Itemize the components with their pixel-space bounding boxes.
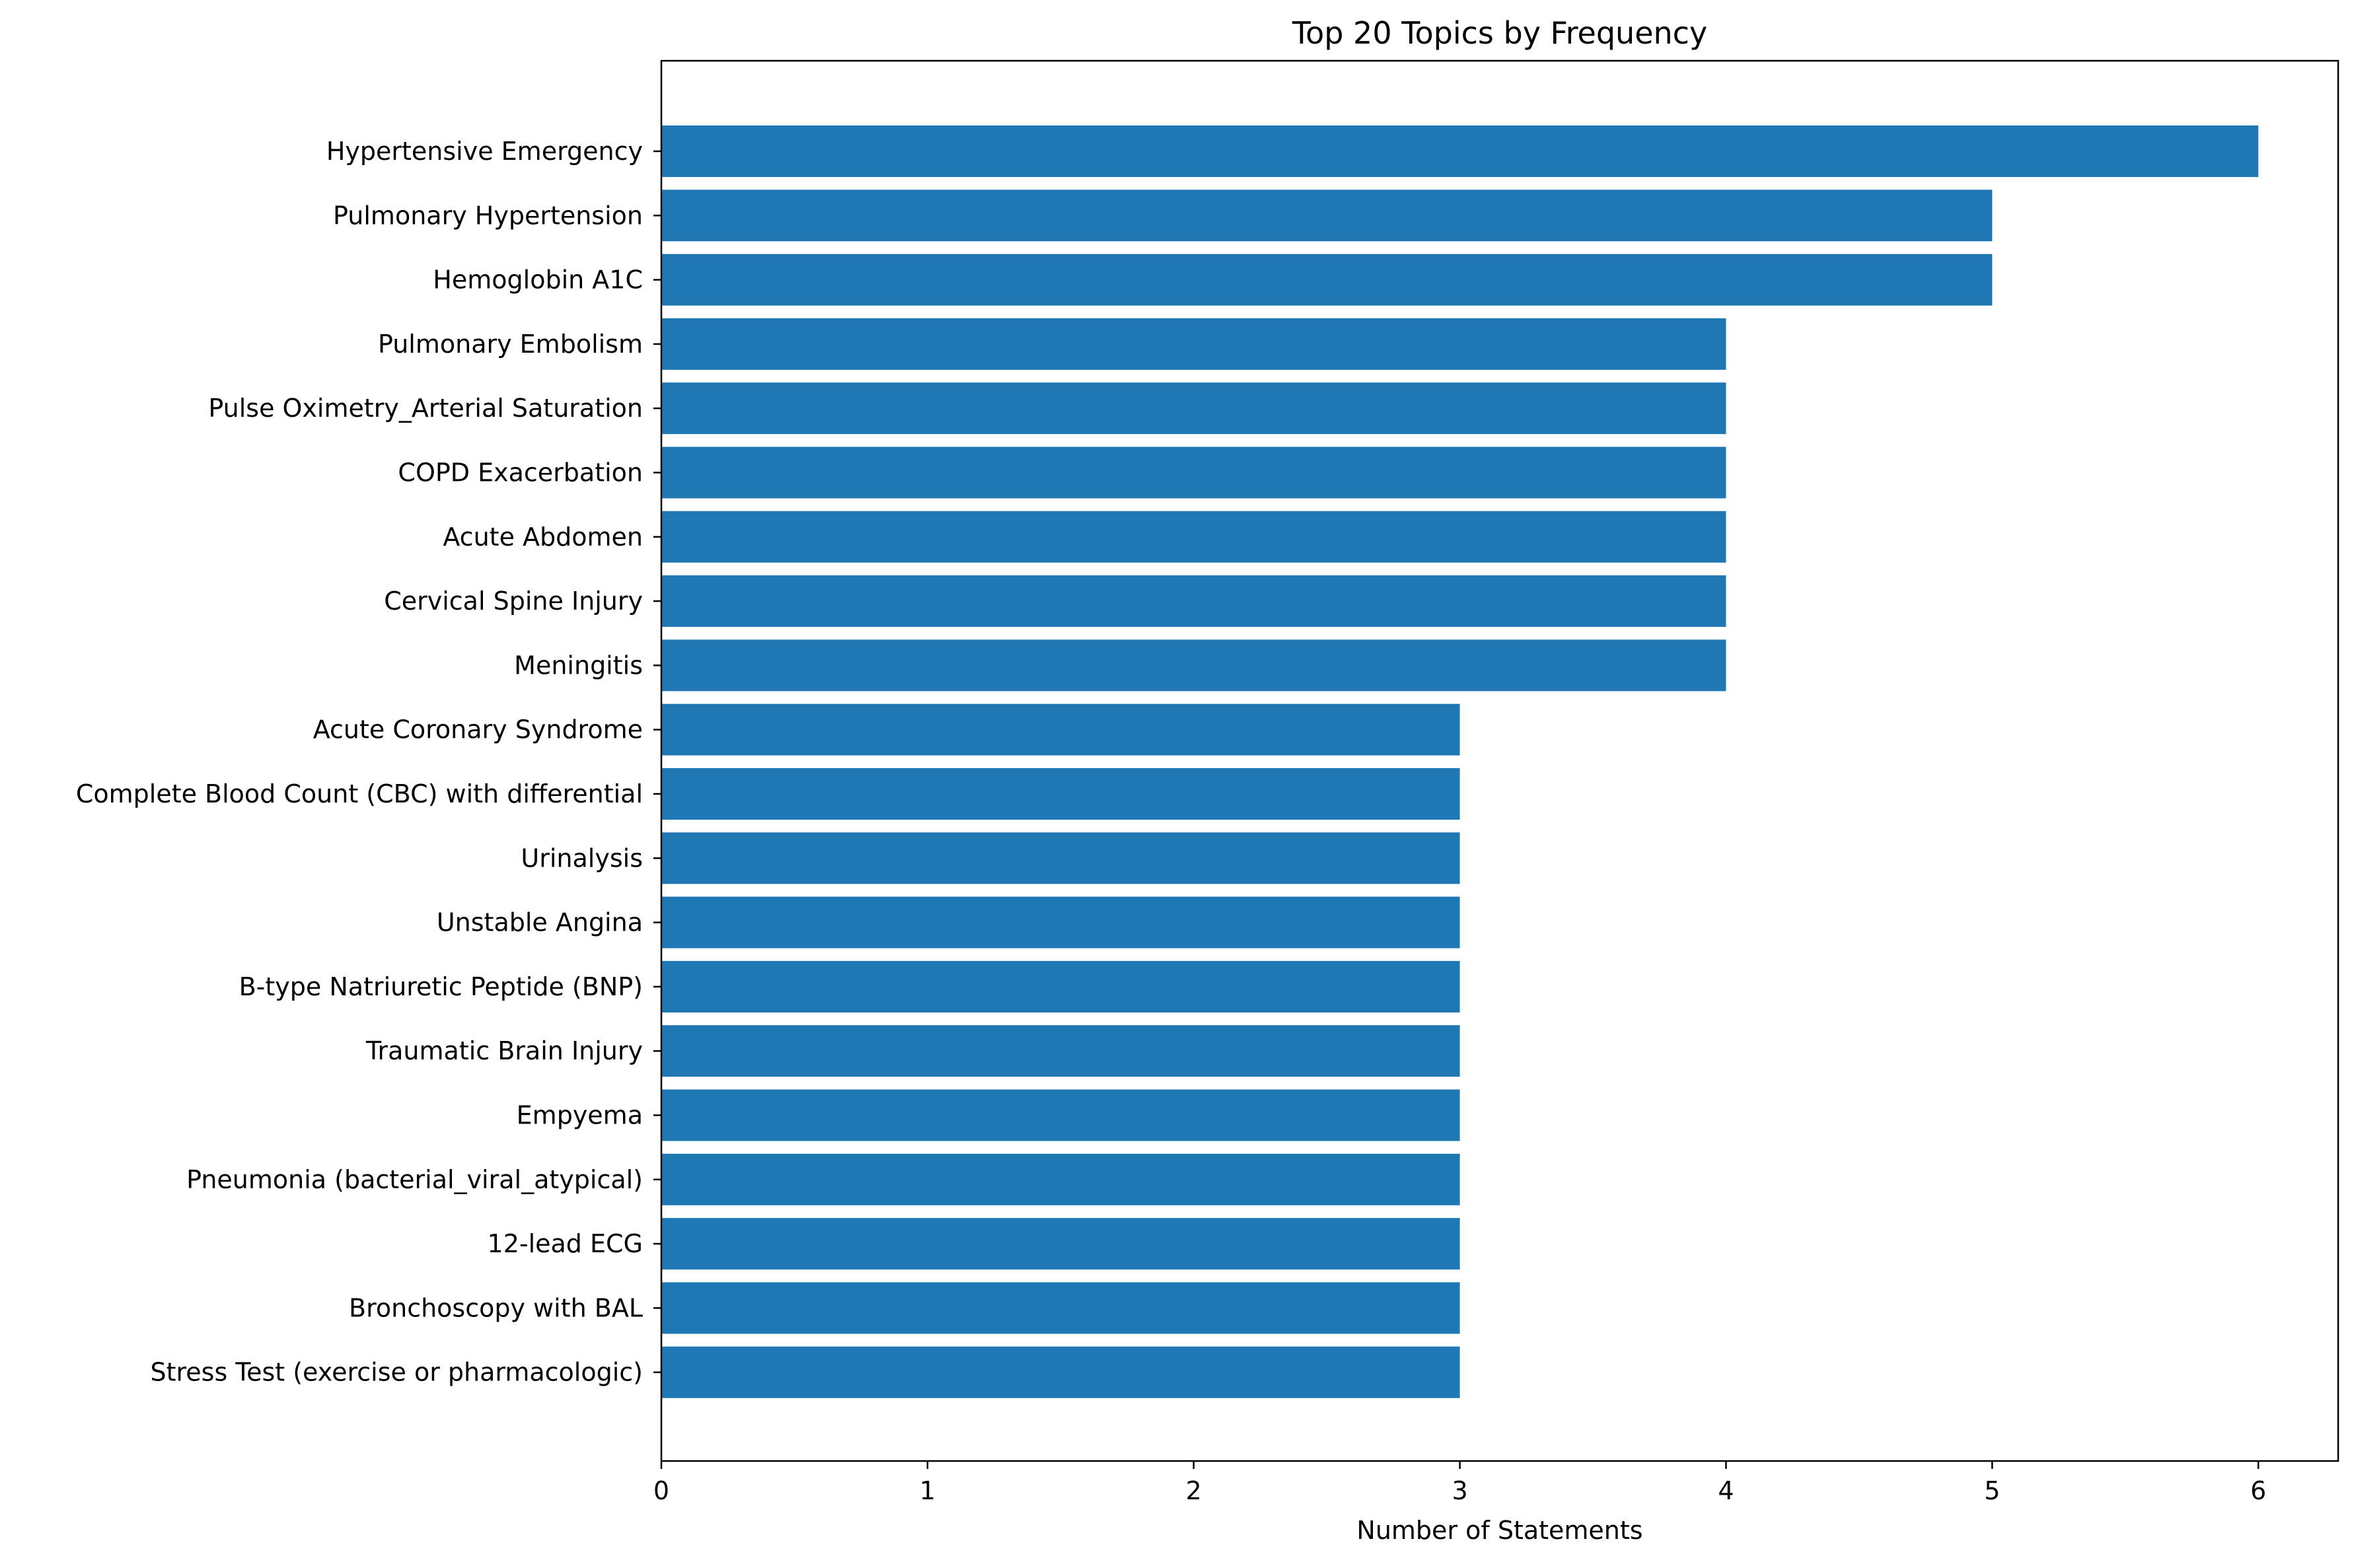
- y-tick-label: Complete Blood Count (CBC) with differen…: [76, 779, 643, 808]
- x-tick-label: 4: [1718, 1476, 1734, 1505]
- bar: [661, 768, 1460, 820]
- x-tick-label: 2: [1186, 1476, 1202, 1505]
- y-tick-label: Acute Coronary Syndrome: [313, 715, 643, 744]
- y-tick-label: Pulse Oximetry_Arterial Saturation: [208, 394, 643, 423]
- y-tick-label: B-type Natriuretic Peptide (BNP): [239, 972, 643, 1001]
- bar: [661, 382, 1726, 435]
- y-tick-label: Acute Abdomen: [443, 522, 643, 552]
- x-tick-label: 1: [920, 1476, 936, 1505]
- y-tick-label: Pulmonary Embolism: [378, 330, 643, 359]
- bar: [661, 1346, 1460, 1398]
- y-tick-label: Unstable Angina: [437, 908, 643, 937]
- bar: [661, 318, 1726, 370]
- bar: [661, 446, 1726, 499]
- y-tick-label: Pneumonia (bacterial_viral_atypical): [186, 1165, 643, 1194]
- bar: [661, 960, 1460, 1013]
- y-tick-label: 12-lead ECG: [488, 1229, 643, 1258]
- bar: [661, 1025, 1460, 1077]
- bar: [661, 639, 1726, 692]
- y-tick-label: Stress Test (exercise or pharmacologic): [150, 1358, 643, 1387]
- y-tick-label: Pulmonary Hypertension: [333, 201, 643, 230]
- bar: [661, 703, 1460, 756]
- y-tick-label: Bronchoscopy with BAL: [349, 1293, 643, 1322]
- x-tick-label: 6: [2250, 1476, 2266, 1505]
- y-tick-label: COPD Exacerbation: [398, 458, 643, 487]
- y-tick-label: Cervical Spine Injury: [384, 587, 643, 616]
- bar: [661, 1218, 1460, 1270]
- x-axis-label: Number of Statements: [1356, 1516, 1642, 1545]
- bar: [661, 1282, 1460, 1334]
- y-tick-label: Empyema: [517, 1101, 643, 1130]
- x-tick-label: 5: [1984, 1476, 2000, 1505]
- y-tick-label: Hypertensive Emergency: [326, 137, 643, 166]
- chart-title: Top 20 Topics by Frequency: [1292, 15, 1707, 51]
- x-axis-ticks: 0 1 2 3 4 5 6: [653, 1461, 2266, 1505]
- y-tick-label: Urinalysis: [521, 843, 643, 873]
- bar: [661, 1153, 1460, 1205]
- bar: [661, 190, 1993, 242]
- plot-frame: [660, 59, 2340, 1462]
- y-tick-label: Meningitis: [514, 651, 643, 680]
- bar: [661, 511, 1726, 563]
- bar: [661, 1089, 1460, 1141]
- bar: [661, 896, 1460, 948]
- bars-layer: [661, 125, 2259, 1398]
- y-tick-label: Hemoglobin A1C: [433, 266, 643, 295]
- x-tick-label: 3: [1452, 1476, 1467, 1505]
- bar: [661, 575, 1726, 627]
- bar: [661, 254, 1993, 306]
- y-axis-ticks: Hypertensive Emergency Pulmonary Hyperten…: [76, 137, 661, 1387]
- x-tick-label: 0: [653, 1476, 669, 1505]
- bar: [661, 832, 1460, 884]
- bar: [661, 125, 2259, 177]
- y-tick-label: Traumatic Brain Injury: [365, 1036, 643, 1065]
